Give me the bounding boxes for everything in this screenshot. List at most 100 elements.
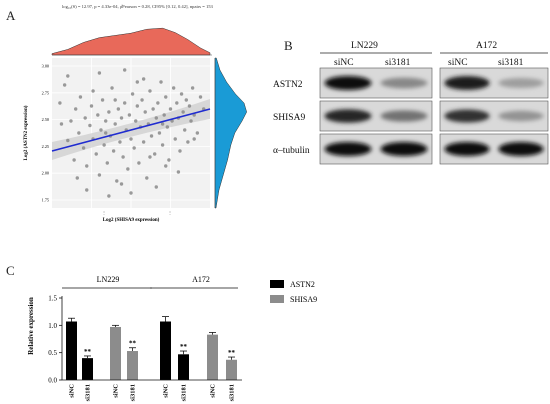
y-tick-label: 1.75 bbox=[42, 198, 49, 203]
scatter-point bbox=[107, 110, 111, 114]
scatter-point bbox=[113, 98, 117, 102]
bar-y-axis: 0.0 0.5 1.0 1.5 bbox=[48, 295, 63, 385]
scatter-point bbox=[154, 116, 158, 120]
scatter-point bbox=[159, 80, 163, 84]
bar bbox=[178, 354, 189, 380]
scatter-point bbox=[118, 140, 122, 144]
wb-lane-label-3: siNC bbox=[448, 58, 468, 68]
scatter-point bbox=[111, 149, 116, 153]
scatter-point bbox=[190, 86, 195, 90]
y-tick-label: 2.75 bbox=[42, 90, 49, 95]
scatter-point bbox=[195, 131, 200, 135]
x-tick-marker-2: ⋮ bbox=[168, 210, 172, 215]
scatter-point bbox=[141, 140, 146, 144]
y-tick-label: 2.25 bbox=[42, 144, 49, 149]
bar-y-tick-label: 1.5 bbox=[48, 295, 57, 303]
scatter-point bbox=[170, 119, 174, 123]
bar-y-tick-label: 0.0 bbox=[48, 377, 57, 385]
y-tick-label: 2.50 bbox=[42, 117, 49, 122]
bar bbox=[160, 321, 171, 380]
bar-x-label: si3181 bbox=[181, 384, 188, 401]
blot-band bbox=[324, 76, 372, 90]
scatter-point bbox=[81, 146, 86, 150]
scatter-point bbox=[176, 170, 181, 174]
scatter-point bbox=[141, 77, 146, 81]
significance-label: ** bbox=[84, 348, 92, 356]
scatter-plot-panel: 3.00 2.75 2.50 2.25 2.00 1.75 Log2 (SHISA9 ex… bbox=[24, 27, 247, 223]
scatter-point bbox=[148, 89, 152, 93]
scatter-point bbox=[119, 182, 124, 186]
scatter-point bbox=[148, 155, 152, 159]
scatter-point bbox=[167, 158, 171, 162]
scatter-point bbox=[173, 137, 177, 141]
wb-lane-label-2: si3181 bbox=[385, 58, 411, 68]
scatter-point bbox=[137, 161, 141, 165]
wb-row-label-astn2: ASTN2 bbox=[273, 80, 303, 90]
scatter-point bbox=[121, 155, 125, 159]
scatter-point bbox=[198, 95, 203, 99]
bar-group-label-2: A172 bbox=[192, 275, 210, 284]
wb-row-label-tubulin: α–tubulin bbox=[273, 146, 310, 156]
scatter-point bbox=[160, 122, 165, 126]
regression-line bbox=[51, 108, 211, 152]
scatter-point bbox=[59, 122, 64, 126]
panel-label-a: A bbox=[6, 8, 16, 23]
scatter-point bbox=[149, 134, 154, 138]
bar bbox=[226, 359, 237, 380]
western-blot-panel bbox=[319, 67, 549, 165]
scatter-point bbox=[89, 104, 94, 108]
scatter-point bbox=[164, 164, 168, 168]
scatter-point bbox=[69, 119, 73, 123]
scatter-point bbox=[72, 158, 76, 162]
scatter-point bbox=[171, 86, 176, 90]
scatter-point bbox=[119, 116, 124, 120]
blot-band bbox=[324, 142, 372, 156]
wb-lane-label-4: si3181 bbox=[498, 58, 524, 68]
bar-x-label: si3181 bbox=[85, 384, 92, 401]
scatter-point bbox=[165, 125, 170, 129]
scatter-point bbox=[164, 95, 168, 99]
scatter-point bbox=[154, 185, 158, 189]
blot-band bbox=[498, 77, 544, 89]
scatter-point bbox=[135, 80, 140, 84]
blot-band bbox=[498, 142, 544, 156]
scatter-point bbox=[132, 146, 136, 150]
scatter-point bbox=[115, 179, 119, 183]
blot-band bbox=[380, 142, 428, 156]
blot-band bbox=[324, 109, 372, 123]
legend-swatch-shisa9 bbox=[270, 295, 284, 303]
scatter-point bbox=[96, 113, 100, 117]
scatter-point bbox=[126, 167, 130, 171]
bar-x-label: siNC bbox=[69, 384, 76, 398]
scatter-point bbox=[78, 95, 83, 99]
bar-group-label-1: LN229 bbox=[97, 275, 120, 284]
scatter-point bbox=[187, 104, 192, 108]
panel-label-b: B bbox=[284, 38, 293, 53]
stat-annotation: log₁₀(S) = 12.97, p = 4.33e-04, ρ̂Pearso… bbox=[62, 4, 213, 9]
scatter-point bbox=[104, 119, 108, 123]
scatter-point bbox=[168, 107, 173, 111]
scatter-point bbox=[107, 194, 111, 198]
scatter-point bbox=[179, 92, 184, 96]
right-density-curve bbox=[214, 57, 247, 209]
scatter-point bbox=[183, 128, 187, 132]
blot-band bbox=[498, 110, 544, 122]
scatter-point bbox=[62, 83, 67, 87]
scatter-point bbox=[127, 113, 132, 117]
scatter-point bbox=[122, 68, 127, 72]
bar-chart-ylabel: Relative expression bbox=[27, 297, 35, 355]
y-tick-label: 3.00 bbox=[42, 64, 49, 69]
scatter-point bbox=[105, 161, 110, 165]
panel-label-c: C bbox=[6, 263, 15, 278]
bar-x-label: si3181 bbox=[130, 384, 137, 401]
scatter-point bbox=[122, 101, 127, 105]
bar bbox=[66, 321, 77, 380]
bar-chart-panel: Relative expression LN229 A172 0.0 0.5 1.0… bbox=[27, 275, 317, 401]
scatter-point bbox=[186, 140, 190, 144]
scatter-point bbox=[66, 138, 70, 143]
scatter-point bbox=[99, 128, 103, 132]
scatter-point bbox=[102, 143, 106, 147]
scatter-point bbox=[143, 110, 147, 114]
scatter-point bbox=[104, 131, 108, 135]
scatter-point bbox=[94, 152, 98, 156]
